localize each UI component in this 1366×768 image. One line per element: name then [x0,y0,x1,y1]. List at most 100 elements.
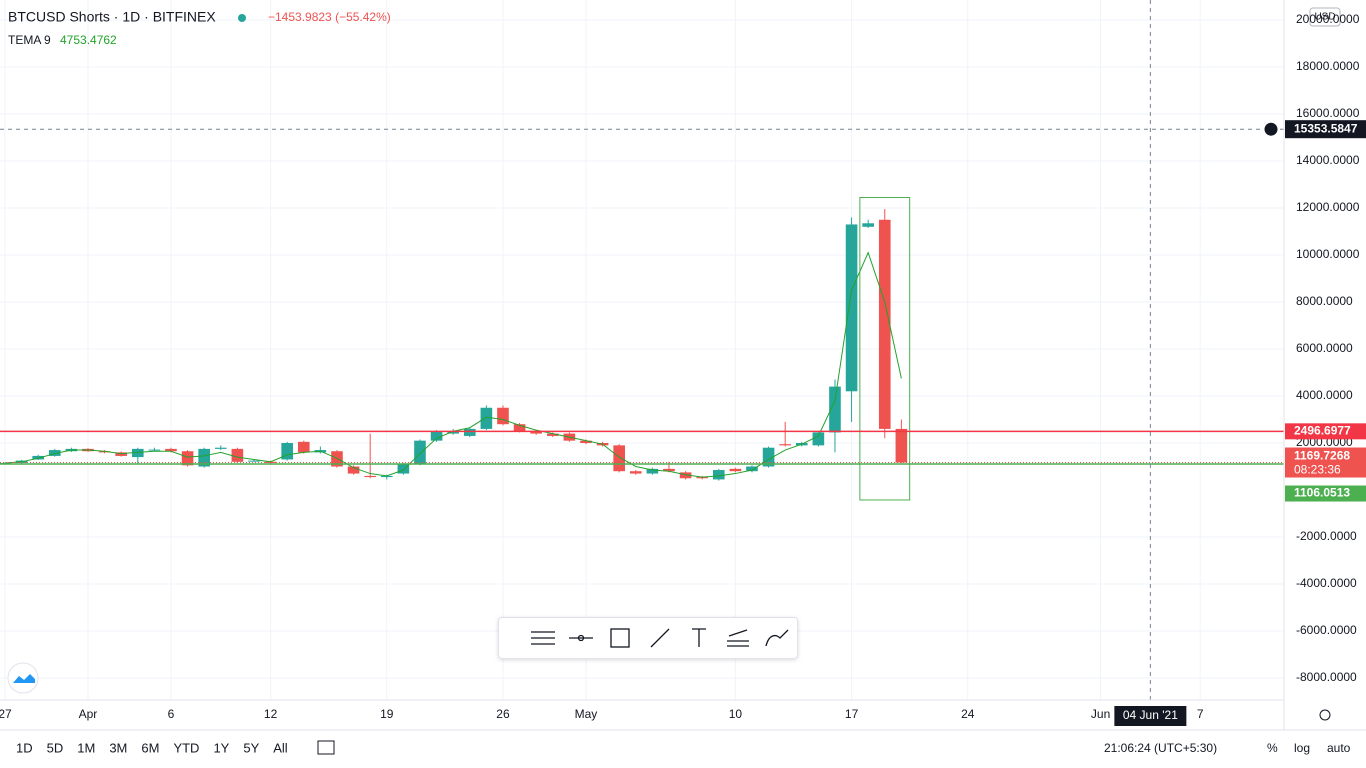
candle-body [380,475,393,478]
y-tick-label: -8000.0000 [1296,670,1357,684]
logo[interactable] [7,662,39,694]
candle-body [895,428,908,463]
candle-body [48,450,61,456]
line-price-label-bg [1285,423,1366,440]
candle-body [613,445,625,472]
line-price-label: 2496.6977 [1294,424,1351,438]
range-button[interactable]: All [273,740,288,755]
candle-body [812,432,825,446]
candle-body [779,444,791,446]
candle-body [248,460,260,462]
crosshair-price-bg [1285,120,1366,139]
countdown: 08:23:36 [1294,463,1341,477]
candle-body [181,451,194,466]
crosshair-date: 04 Jun '21 [1123,708,1178,722]
candle-body [878,219,891,429]
x-tick-label: 26 [496,707,510,721]
settings-icon[interactable] [1319,709,1331,721]
x-tick-label: Apr [79,707,98,721]
candle-body [447,431,459,434]
range-button[interactable]: 3M [109,740,127,755]
candle-body [148,449,161,451]
x-tick-label: 17 [845,707,859,721]
candle-body [231,448,244,462]
y-tick-label: -4000.0000 [1296,576,1357,590]
y-tick-label: -6000.0000 [1296,623,1357,637]
y-tick-label: 6000.0000 [1296,341,1353,355]
candle-body [580,440,592,444]
x-tick-label: 27 [0,707,12,721]
currency-box[interactable] [1309,7,1341,27]
range-button[interactable]: 1M [77,740,95,755]
x-tick-label: 19 [380,707,394,721]
tool-brush[interactable] [765,629,789,647]
y-tick-label: 18000.0000 [1296,59,1360,73]
y-tick-label: 12000.0000 [1296,200,1360,214]
candle-body [546,433,559,436]
currency[interactable]: USD [1314,12,1335,23]
drawing-tools [531,628,789,648]
x-tick-label: 6 [168,707,175,721]
tool-rect[interactable] [610,628,630,648]
candle-body [530,431,542,434]
candle-body [862,223,874,227]
candle-body [347,466,360,474]
candle-body [696,477,708,479]
add-alert[interactable] [1263,121,1279,137]
candle-body [281,443,293,460]
range-button[interactable]: 5D [47,740,64,755]
candle-body [663,468,675,472]
range-button[interactable]: 6M [141,740,159,755]
tool-text[interactable] [692,628,706,647]
x-tick-label: 24 [961,707,975,721]
candle-body [497,407,509,425]
tool-hlines[interactable] [531,631,555,645]
range-button[interactable]: YTD [173,740,199,755]
range-button[interactable]: 1D [16,740,33,755]
range-button[interactable]: 1Y [213,740,229,755]
clock: 21:06:24 (UTC+5:30) [1104,741,1217,755]
candle-body [331,451,343,467]
x-tick-label: 12 [264,707,278,721]
tool-trend[interactable] [650,628,670,648]
x-tick-label: 7 [1197,707,1204,721]
percent-toggle[interactable]: % [1267,741,1278,755]
line-price-label-bg [1285,485,1366,502]
line-price-label: 1106.0513 [1294,486,1350,500]
x-tick-label: Jun [1091,707,1110,721]
y-tick-label: 8000.0000 [1296,294,1353,308]
candle-body [629,471,642,474]
box-drawing[interactable] [859,196,911,501]
y-tick-label: 4000.0000 [1296,388,1353,402]
crosshair-date-bg [1114,706,1187,726]
candle-body [646,468,659,474]
candle-body [165,448,177,452]
candle-body [214,447,227,449]
candle-body [679,472,692,479]
candle-body [115,452,127,456]
candle-body [98,451,111,453]
candle-body [480,407,493,429]
y-tick-label: 20000.0000 [1296,12,1360,26]
candle-body [463,428,476,436]
candle-body [414,440,426,465]
tool-hray-dot [577,634,585,642]
y-tick-label: 14000.0000 [1296,153,1360,167]
auto-toggle[interactable]: auto [1327,741,1351,755]
tool-fib[interactable] [727,629,749,647]
compare-icon[interactable] [317,740,335,755]
log-toggle[interactable]: log [1294,741,1310,755]
candle-body [712,470,725,480]
candle-body [430,431,443,441]
last-price-label-bg [1285,447,1366,478]
change: −1453.9823 (−55.42%) [268,10,391,24]
candle-body [513,424,526,432]
last-price-label: 1169.7268 [1294,449,1350,463]
candle-body [397,464,410,474]
candle-body [729,468,742,472]
indicator-value: 4753.4762 [60,33,117,47]
candle-body [746,466,758,472]
candle-body [762,447,775,467]
range-button[interactable]: 5Y [243,740,259,755]
